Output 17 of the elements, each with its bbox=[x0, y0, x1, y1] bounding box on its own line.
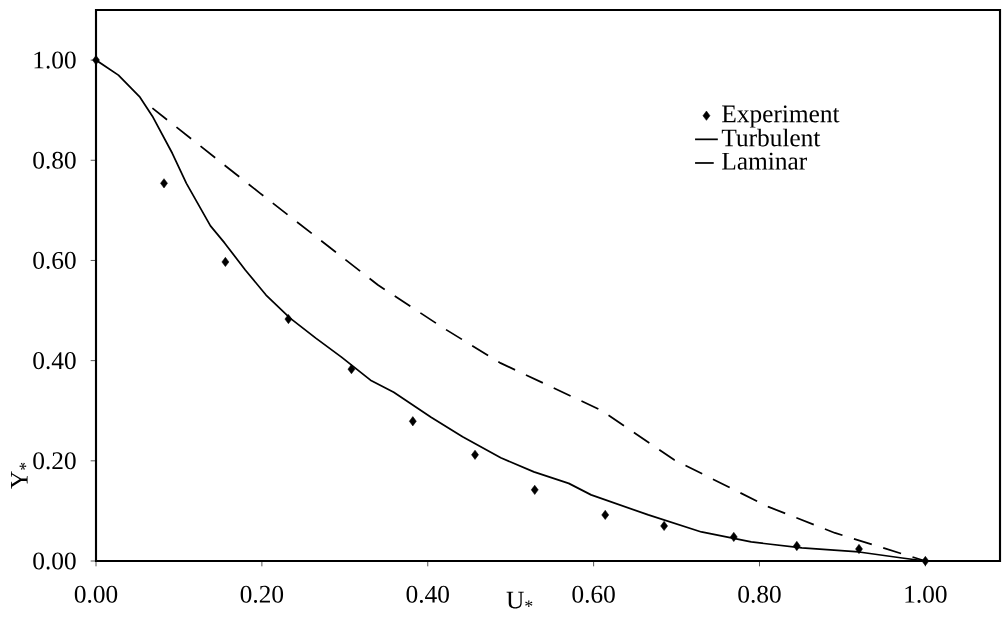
x-tick-label: 0.20 bbox=[240, 585, 284, 603]
x-tick-label: 1.00 bbox=[905, 585, 947, 603]
x-axis-title: U$_{*}$ bbox=[506, 591, 533, 609]
x-tick-label: 0.80 bbox=[738, 585, 781, 603]
y-tick-label: 0.60 bbox=[33, 251, 76, 270]
legend-label: Laminar bbox=[722, 152, 807, 170]
x-tick-label: 0.60 bbox=[572, 585, 615, 603]
x-tick-label: 0.00 bbox=[74, 585, 118, 603]
legend-label: Turbulent bbox=[721, 128, 821, 147]
y-axis-title: Y$_{*}$ bbox=[10, 462, 28, 489]
y-tick-label: 0.20 bbox=[33, 452, 76, 470]
y-tick-label: 0.40 bbox=[33, 352, 76, 370]
x-tick-label: 0.40 bbox=[406, 585, 449, 603]
y-tick-label: 0.80 bbox=[33, 151, 76, 169]
y-tick-label: 0.00 bbox=[33, 552, 76, 570]
legend-label: Experiment bbox=[722, 105, 840, 128]
y-tick-label: 1.00 bbox=[34, 51, 76, 69]
